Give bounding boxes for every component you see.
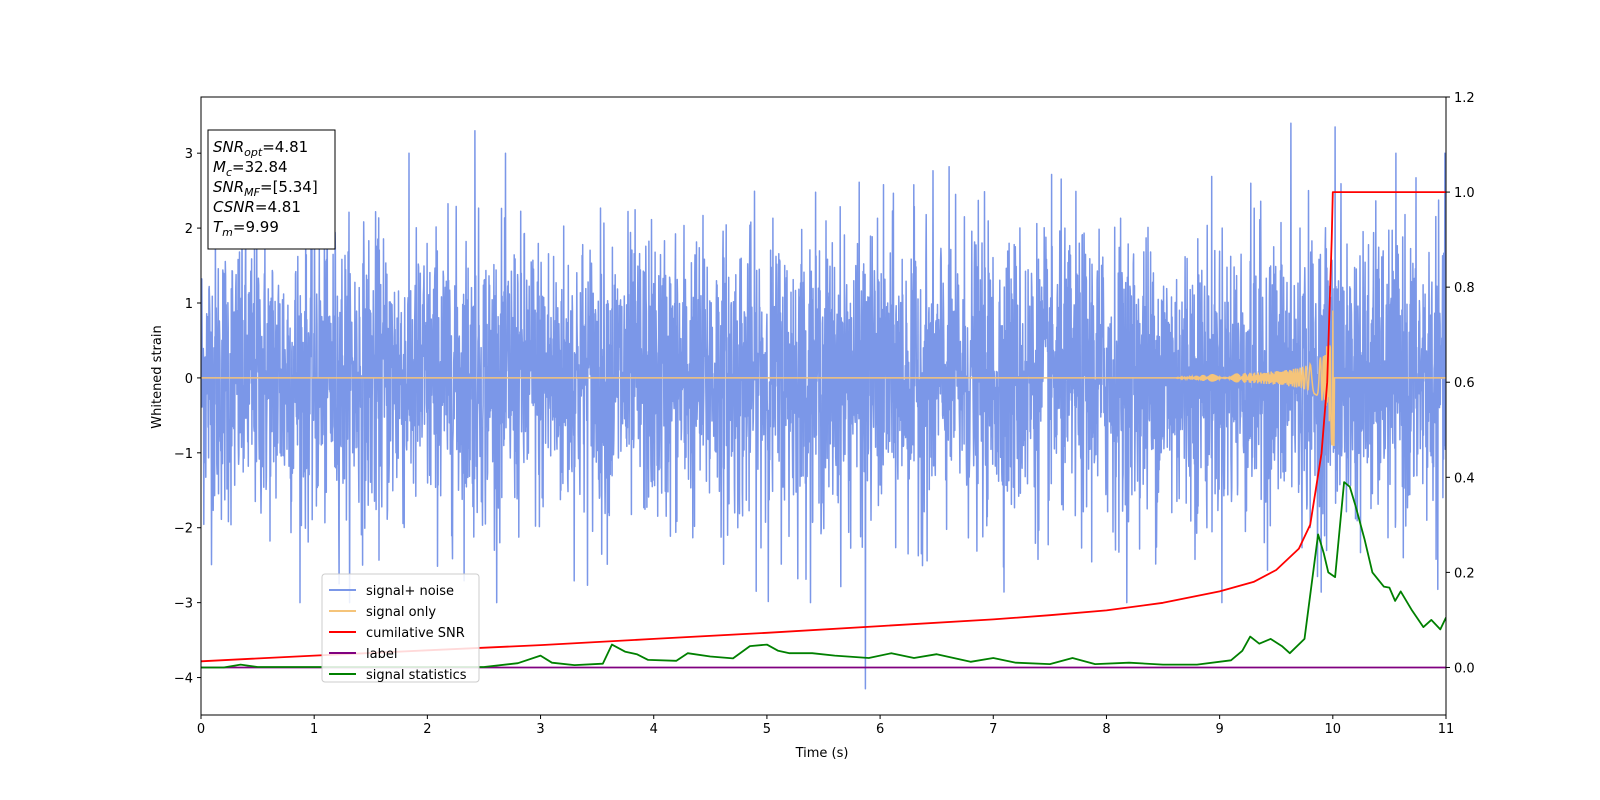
legend-entry-label: label [366, 647, 397, 662]
info-line: CSNR=4.81 [213, 198, 301, 216]
y-axis-left-ticks: −4 −3 −2 −1 0 1 2 3 [174, 147, 201, 687]
x-tick-label: 2 [423, 722, 431, 737]
x-tick-label: 10 [1325, 722, 1342, 737]
y-left-tick-label: 3 [185, 147, 193, 162]
y-left-tick-label: 1 [185, 297, 193, 312]
x-axis-label: Time (s) [795, 746, 849, 761]
series-signal-noise-line [201, 122, 1446, 690]
y-left-tick-label: 0 [185, 372, 193, 387]
x-axis-ticks: 0 1 2 3 4 5 6 7 8 9 10 11 [197, 715, 1454, 737]
y-right-tick-label: 0.6 [1454, 376, 1475, 391]
y-left-tick-label: −4 [174, 672, 193, 687]
y-left-tick-label: 2 [185, 222, 193, 237]
series-signal-statistics-line [201, 481, 1446, 669]
x-tick-label: 4 [650, 722, 658, 737]
y-axis-right-ticks: 0.0 0.2 0.4 0.6 0.8 1.0 1.2 [1446, 91, 1475, 676]
x-tick-label: 7 [989, 722, 997, 737]
legend-frame [321, 573, 480, 683]
info-line: Mc=32.84 [213, 158, 288, 179]
x-tick-label: 0 [197, 722, 205, 737]
legend-entry-label: signal+ noise [366, 584, 454, 599]
x-tick-label: 3 [536, 722, 544, 737]
legend-entry-label: signal only [366, 605, 436, 620]
legend-entry-label: cumilative SNR [366, 626, 465, 641]
info-line: Tm=9.99 [213, 218, 279, 239]
axes-frame [200, 96, 1447, 716]
x-tick-label: 11 [1438, 722, 1455, 737]
y-left-tick-label: −1 [174, 447, 193, 462]
y-right-tick-label: 0.8 [1454, 281, 1475, 296]
series-signal-only-line [201, 310, 1446, 447]
info-line: SNRopt=4.81 [213, 138, 308, 159]
y-left-tick-label: −2 [174, 522, 193, 537]
y-right-tick-label: 0.4 [1454, 471, 1475, 486]
y-right-tick-label: 0.0 [1454, 661, 1475, 676]
legend: signal+ noise signal only cumilative SNR la… [321, 573, 480, 683]
x-tick-label: 9 [1215, 722, 1223, 737]
y-right-tick-label: 1.0 [1454, 186, 1475, 201]
x-tick-label: 1 [310, 722, 318, 737]
series-cumulative-snr-line [201, 191, 1446, 663]
info-box: SNRopt=4.81Mc=32.84SNRMF=[5.34]CSNR=4.81… [207, 129, 336, 250]
x-tick-label: 5 [763, 722, 771, 737]
y-right-tick-label: 0.2 [1454, 566, 1475, 581]
y-left-tick-label: −3 [174, 597, 193, 612]
x-tick-label: 8 [1102, 722, 1110, 737]
info-box-frame [207, 129, 336, 250]
x-tick-label: 6 [876, 722, 884, 737]
info-line: SNRMF=[5.34] [213, 178, 318, 199]
legend-entry-label: signal statistics [366, 668, 467, 683]
y-right-tick-label: 1.2 [1454, 91, 1475, 106]
y-axis-label: Whitened strain [150, 325, 165, 428]
